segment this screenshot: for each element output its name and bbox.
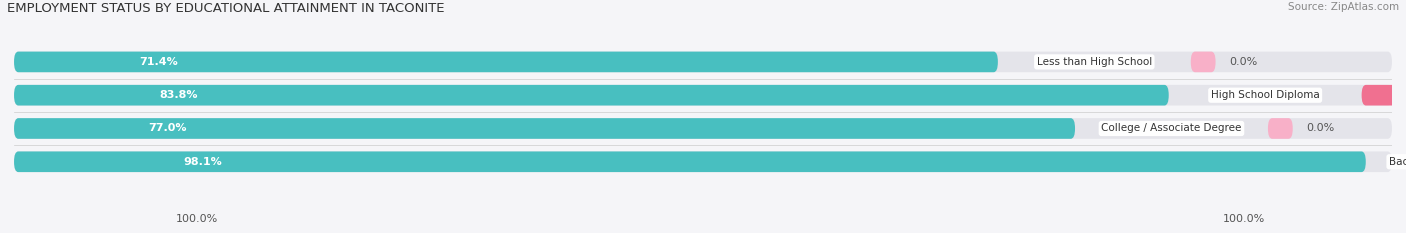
- Text: Source: ZipAtlas.com: Source: ZipAtlas.com: [1288, 2, 1399, 12]
- Text: 0.0%: 0.0%: [1306, 123, 1334, 134]
- FancyBboxPatch shape: [14, 118, 1076, 139]
- Text: 77.0%: 77.0%: [148, 123, 187, 134]
- FancyBboxPatch shape: [14, 151, 1392, 172]
- Text: 98.1%: 98.1%: [183, 157, 222, 167]
- Text: Less than High School: Less than High School: [1036, 57, 1152, 67]
- FancyBboxPatch shape: [1361, 85, 1406, 106]
- Text: College / Associate Degree: College / Associate Degree: [1101, 123, 1241, 134]
- Text: 100.0%: 100.0%: [176, 214, 218, 224]
- Text: Bachelor's Degree or higher: Bachelor's Degree or higher: [1389, 157, 1406, 167]
- Text: EMPLOYMENT STATUS BY EDUCATIONAL ATTAINMENT IN TACONITE: EMPLOYMENT STATUS BY EDUCATIONAL ATTAINM…: [7, 2, 444, 15]
- FancyBboxPatch shape: [14, 85, 1168, 106]
- FancyBboxPatch shape: [14, 51, 1392, 72]
- Text: 0.0%: 0.0%: [1229, 57, 1257, 67]
- Text: High School Diploma: High School Diploma: [1211, 90, 1320, 100]
- FancyBboxPatch shape: [14, 118, 1392, 139]
- FancyBboxPatch shape: [14, 151, 1365, 172]
- Text: 71.4%: 71.4%: [139, 57, 177, 67]
- Text: 100.0%: 100.0%: [1223, 214, 1265, 224]
- FancyBboxPatch shape: [14, 85, 1392, 106]
- FancyBboxPatch shape: [1268, 118, 1292, 139]
- FancyBboxPatch shape: [14, 51, 998, 72]
- FancyBboxPatch shape: [1191, 51, 1216, 72]
- Text: 83.8%: 83.8%: [159, 90, 198, 100]
